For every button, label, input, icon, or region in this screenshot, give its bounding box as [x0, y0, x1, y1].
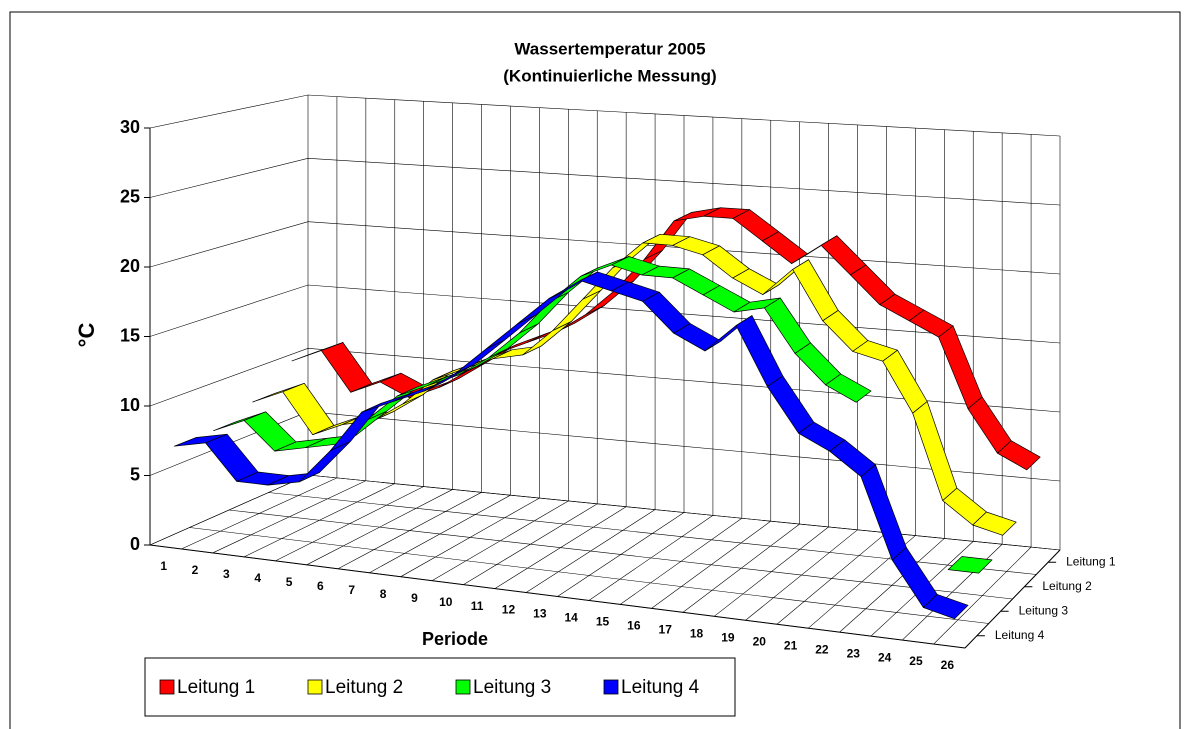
legend-swatch: [307, 679, 323, 695]
floor-line: [228, 509, 1013, 600]
floor-line: [268, 492, 1037, 575]
legend-items: Leitung 1 Leitung 2 Leitung 3 Leitung 4: [159, 677, 700, 698]
ribbon-segment: [923, 594, 969, 620]
depth-label: Leitung 3: [1019, 603, 1069, 617]
x-tick-label: 17: [659, 623, 673, 637]
x-tick-label: 12: [502, 603, 516, 617]
ribbon-segment: [282, 382, 335, 436]
grid-line: [149, 221, 1061, 275]
x-tick-label: 25: [909, 654, 923, 668]
y-tick-label: 10: [120, 395, 140, 415]
ribbon-segment: [947, 556, 993, 574]
ribbons: [173, 207, 1041, 620]
x-tick-label: 4: [254, 571, 261, 585]
x-tick-label: 1: [160, 559, 167, 573]
ribbon-segment: [320, 342, 373, 393]
ribbon-segment: [972, 511, 1017, 536]
grid-line: [149, 157, 1061, 206]
x-tick-label: 23: [847, 646, 861, 660]
ribbon-segment: [891, 547, 938, 608]
y-tick-label: 25: [120, 186, 140, 206]
legend-label: Leitung 4: [621, 677, 700, 698]
ribbon-segment: [912, 401, 958, 501]
ribbon-segment: [860, 464, 907, 561]
depth-label: Leitung 2: [1042, 579, 1092, 593]
x-tick-label: 21: [784, 638, 798, 652]
ribbon-segment: [764, 297, 811, 354]
x-tick-label: 24: [878, 650, 892, 664]
legend-label: Leitung 3: [473, 677, 551, 698]
grid-line: [149, 474, 1061, 551]
floor-line: [189, 527, 989, 624]
grid-line: [149, 284, 1061, 344]
ribbon-segment: [967, 396, 1012, 454]
legend: [144, 657, 736, 717]
x-tick-label: 6: [317, 579, 324, 593]
ribbon-segment: [997, 440, 1041, 471]
legend-swatch: [455, 679, 471, 695]
x-axis-title: Periode: [422, 629, 488, 649]
legend-label: Leitung 2: [325, 677, 403, 698]
legend-swatch: [159, 679, 175, 695]
x-tick-label: 22: [815, 642, 829, 656]
x-tick-label: 3: [223, 567, 230, 581]
ribbon-segment: [766, 375, 815, 434]
ribbon-segment: [938, 325, 983, 410]
frame: [9, 11, 1181, 729]
ribbon-segment: [423, 364, 475, 392]
y-axis-title: °C: [74, 323, 99, 348]
y-tick-label: 5: [130, 464, 140, 484]
x-tick-label: 5: [286, 575, 293, 589]
x-tick-label: 19: [721, 630, 735, 644]
x-tick-label: 11: [471, 599, 484, 613]
x-axis: [149, 544, 966, 649]
legend-swatch: [603, 679, 619, 695]
y-tick-label: 0: [130, 534, 140, 554]
ribbon-segment: [330, 402, 382, 451]
x-tick-label: 9: [411, 591, 418, 605]
depth-axis: [964, 549, 1061, 649]
ribbon-segment: [205, 433, 259, 482]
chart-subtitle: (Kontinuierliche Messung): [503, 66, 716, 85]
y-tick-label: 30: [120, 117, 140, 137]
y-tick-label: 15: [120, 325, 140, 345]
x-tick-label: 14: [564, 611, 578, 625]
depth-label: Leitung 4: [995, 628, 1045, 642]
x-tick-label: 7: [348, 583, 355, 597]
ribbon-segment: [882, 349, 928, 414]
x-tick-label: 15: [596, 615, 610, 629]
x-tick-label: 13: [533, 607, 547, 621]
depth-label: Leitung 1: [1066, 554, 1116, 568]
x-tick-label: 18: [690, 626, 704, 640]
x-tick-label: 20: [753, 634, 767, 648]
grid: [144, 94, 1061, 649]
x-tick-label: 16: [627, 619, 641, 633]
grid-line: [149, 347, 1061, 413]
ribbon-segment: [642, 291, 691, 334]
grid-line: [149, 94, 1061, 137]
x-tick-label: 2: [192, 563, 199, 577]
y-tick-label: 20: [120, 256, 140, 276]
legend-label: Leitung 1: [177, 677, 255, 698]
x-tick-label: 8: [380, 587, 387, 601]
ribbon-segment: [735, 315, 784, 387]
ribbon-segment: [825, 373, 872, 403]
x-tick-label: 26: [941, 658, 955, 672]
x-tick-label: 10: [439, 595, 453, 609]
chart-title: Wassertemperatur 2005: [514, 39, 705, 58]
